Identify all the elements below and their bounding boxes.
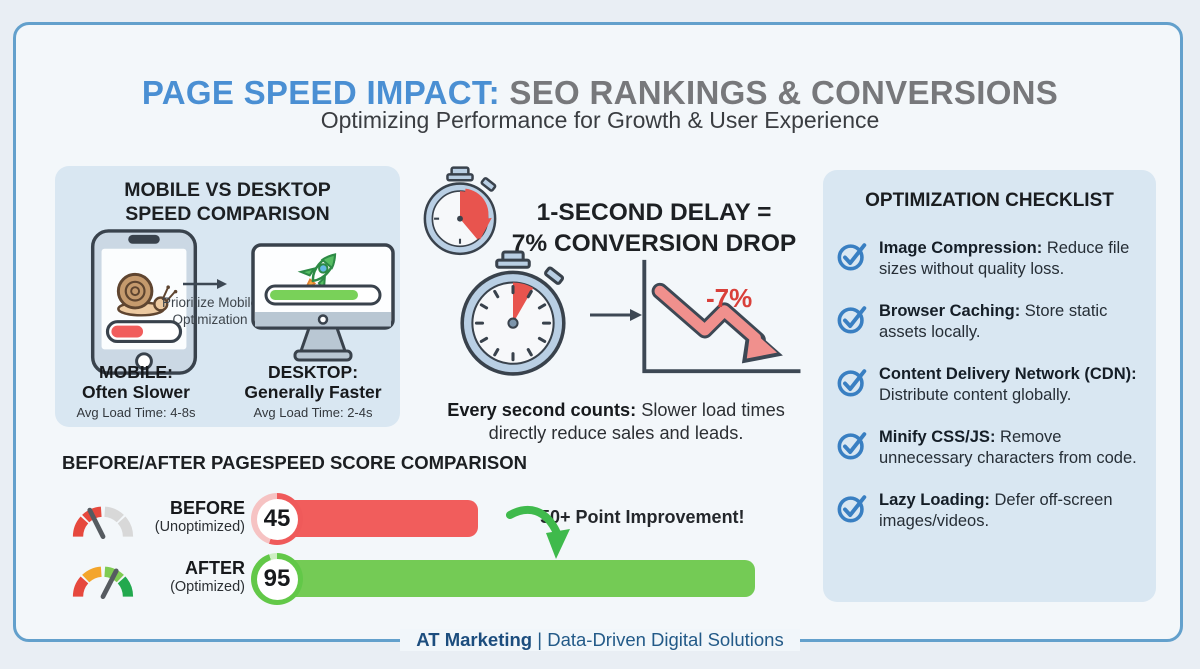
- before-label-block: BEFORE (Unoptimized): [118, 498, 245, 536]
- improvement-note: 50+ Point Improvement!: [540, 507, 745, 527]
- page-title-rest: SEO RANKINGS & CONVERSIONS: [509, 74, 1059, 112]
- footer-text: AT Marketing | Data-Driven Digital Solut…: [400, 629, 800, 651]
- page-title: PAGE SPEED IMPACT: SEO RANKINGS & CONVER…: [0, 74, 1200, 112]
- mobile-label-line2: Often Slower: [82, 382, 190, 402]
- checklist-item-label: Browser Caching:: [879, 302, 1021, 320]
- checklist-item-cdn: Content Delivery Network (CDN): Distribu…: [837, 364, 1142, 406]
- after-label-block: AFTER (Optimized): [118, 558, 245, 596]
- before-label: BEFORE: [169, 498, 245, 518]
- page-subtitle: Optimizing Performance for Growth & User…: [320, 107, 880, 133]
- delay-caption: Every second counts: Slower load times d…: [420, 399, 812, 445]
- declining-conversion-chart-icon: [642, 259, 801, 374]
- checklist-item-minify: Minify CSS/JS: Remove unnecessary charac…: [837, 427, 1142, 469]
- fast-desktop-monitor-icon: [251, 243, 395, 362]
- mobile-vs-desktop-title: MOBILE VS DESKTOP SPEED COMPARISON: [55, 178, 400, 226]
- delay-headline-line1: 1-SECOND DELAY =: [536, 199, 772, 227]
- mobile-label-line1: MOBILE:: [99, 362, 173, 382]
- after-score-bar: [272, 560, 755, 597]
- delay-caption-bold: Every second counts:: [447, 400, 637, 421]
- check-circle-icon: [837, 306, 867, 334]
- before-sublabel: (Unoptimized): [154, 519, 245, 535]
- checklist-item-label: Content Delivery Network (CDN):: [879, 365, 1137, 383]
- checklist-item-description: Store static assets locally.: [879, 302, 1108, 341]
- slow-mobile-phone-icon: [90, 229, 198, 375]
- right-arrow-icon: [590, 309, 642, 321]
- checklist-item-browser-caching: Browser Caching: Store static assets loc…: [837, 301, 1142, 343]
- check-circle-icon: [837, 432, 867, 460]
- delay-caption-rest: Slower load times directly reduce sales …: [488, 400, 785, 444]
- after-label: AFTER: [185, 558, 245, 578]
- desktop-label: DESKTOP: Generally Faster: [233, 362, 393, 402]
- checklist-item-text: Browser Caching: Store static assets loc…: [879, 301, 1142, 343]
- check-circle-icon: [837, 369, 867, 397]
- before-score-badge: 45: [251, 493, 303, 545]
- checklist-item-lazy-loading: Lazy Loading: Defer off-screen images/vi…: [837, 490, 1142, 532]
- desktop-load-time: Avg Load Time: 2-4s: [253, 405, 373, 420]
- checklist-item-text: Lazy Loading: Defer off-screen images/vi…: [879, 490, 1142, 532]
- footer-brand: AT Marketing: [416, 629, 533, 650]
- high-score-gauge-icon: [72, 566, 134, 599]
- mobile-vs-desktop-title-line1: MOBILE VS DESKTOP: [124, 179, 331, 201]
- checklist-item-text: Minify CSS/JS: Remove unnecessary charac…: [879, 427, 1142, 469]
- mobile-vs-desktop-title-line2: SPEED COMPARISON: [125, 203, 330, 225]
- mobile-vs-desktop-card: MOBILE VS DESKTOP SPEED COMPARISON Prior…: [55, 166, 400, 427]
- low-score-gauge-icon: [72, 506, 134, 539]
- score-comparison-title: BEFORE/AFTER PAGESPEED SCORE COMPARISON: [62, 452, 527, 473]
- before-score-value: 45: [256, 498, 298, 540]
- checklist-item-description: Distribute content globally.: [879, 386, 1072, 404]
- delay-headline-line2: 7% CONVERSION DROP: [511, 230, 797, 258]
- optimization-checklist-card: OPTIMIZATION CHECKLIST Image Compression…: [823, 170, 1156, 602]
- conversion-drop-value: -7%: [706, 283, 753, 313]
- checklist-item-description: Reduce file sizes without quality loss.: [879, 239, 1130, 278]
- checklist-item-label: Minify CSS/JS:: [879, 428, 996, 446]
- after-sublabel: (Optimized): [170, 579, 245, 595]
- after-score-value: 95: [256, 558, 298, 600]
- desktop-label-line1: DESKTOP:: [267, 362, 359, 382]
- check-circle-icon: [837, 243, 867, 271]
- footer: AT Marketing | Data-Driven Digital Solut…: [0, 629, 1200, 651]
- checklist-title: OPTIMIZATION CHECKLIST: [865, 190, 1114, 211]
- mobile-load-time: Avg Load Time: 4-8s: [76, 405, 196, 420]
- after-score-badge: 95: [251, 553, 303, 605]
- checklist-item-text: Content Delivery Network (CDN): Distribu…: [879, 364, 1142, 406]
- desktop-label-line2: Generally Faster: [244, 382, 382, 402]
- checklist-item-text: Image Compression: Reduce file sizes wit…: [879, 238, 1142, 280]
- mobile-to-desktop-arrow-icon: [183, 279, 227, 289]
- checklist-item-label: Image Compression:: [879, 239, 1043, 257]
- checklist-item-description: Remove unnecessary characters from code.: [879, 428, 1137, 467]
- footer-separator: |: [537, 629, 543, 650]
- checklist-item-description: Defer off-screen images/videos.: [879, 491, 1113, 530]
- checklist-item-label: Lazy Loading:: [879, 491, 990, 509]
- footer-tagline: Data-Driven Digital Solutions: [547, 629, 784, 650]
- mobile-label-block: MOBILE: Often Slower Avg Load Time: 4-8s: [63, 362, 209, 420]
- prioritize-mobile-caption: Prioritize Mobile Optimization: [161, 295, 259, 327]
- improvement-curved-arrow-icon: [506, 505, 570, 559]
- stopwatch-delay-icon: [423, 166, 497, 256]
- checklist-item-image-compression: Image Compression: Reduce file sizes wit…: [837, 238, 1142, 280]
- desktop-label-block: DESKTOP: Generally Faster Avg Load Time:…: [233, 362, 393, 420]
- mobile-label: MOBILE: Often Slower: [63, 362, 209, 402]
- check-circle-icon: [837, 495, 867, 523]
- page-title-highlight: PAGE SPEED IMPACT:: [141, 74, 500, 112]
- delay-headline: 1-SECOND DELAY = 7% CONVERSION DROP: [498, 197, 810, 259]
- stopwatch-clock-icon: [460, 250, 566, 376]
